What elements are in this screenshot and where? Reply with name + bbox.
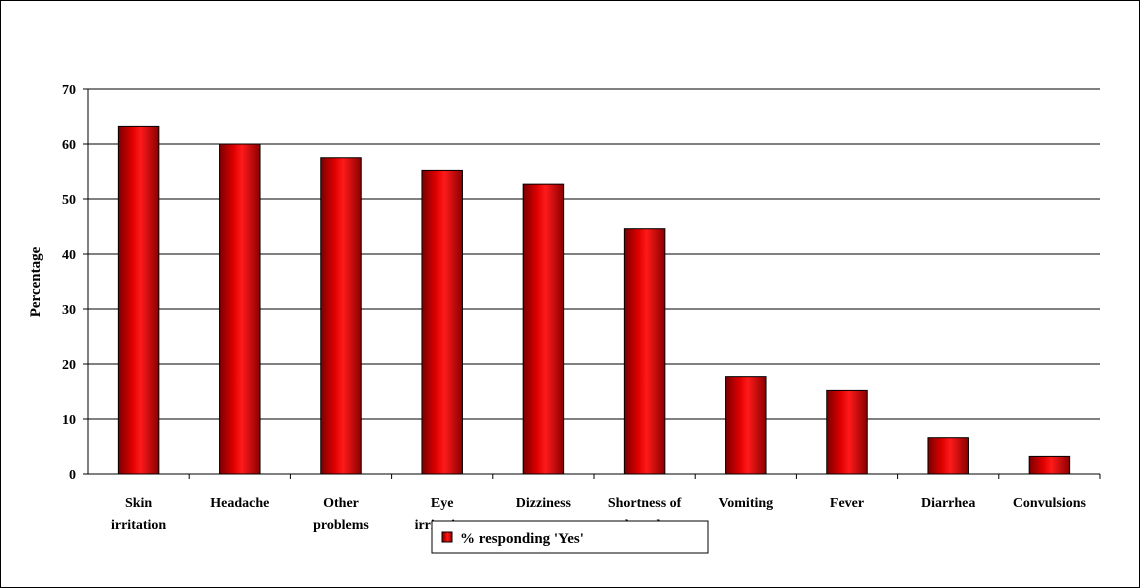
bars <box>117 125 1071 475</box>
x-tick-label: Fever <box>830 496 864 511</box>
bar <box>320 157 362 475</box>
x-tick-label: Skin irritation <box>111 496 166 533</box>
legend-label: % responding 'Yes' <box>460 531 584 547</box>
x-tick-label-line: Skin <box>125 496 152 511</box>
bar <box>927 437 969 475</box>
x-tick-label-line: Other <box>323 496 359 511</box>
x-tick-label: Convulsions <box>1013 496 1087 511</box>
bar <box>522 183 565 475</box>
y-tick-label: 30 <box>62 303 76 318</box>
x-tick-label-line: Diarrhea <box>921 496 975 511</box>
x-tick-label-line: Vomiting <box>718 496 773 511</box>
x-tick-label-line: Fever <box>830 496 864 511</box>
bar <box>1028 455 1071 475</box>
x-tick-label-line: Eye <box>431 496 454 511</box>
x-tick-label: Headache <box>210 496 269 511</box>
y-axis-title: Percentage <box>28 246 44 317</box>
x-tick-label-line: irritation <box>111 518 166 533</box>
x-tick-label-line: Convulsions <box>1013 496 1087 511</box>
y-tick-label: 40 <box>62 248 76 263</box>
bar <box>219 143 261 475</box>
bar <box>725 376 767 475</box>
x-tick-label-line: Shortness of <box>608 496 682 511</box>
x-tick-label: Vomiting <box>718 496 773 511</box>
x-tick-label: Dizziness <box>516 496 572 511</box>
legend-box <box>431 520 709 554</box>
legend-swatch <box>441 531 453 543</box>
x-tick-label: Diarrhea <box>921 496 975 511</box>
labels: 0 10 20 30 40 50 60 70 Skin irritation Headache Oth… <box>62 83 1087 533</box>
y-tick-label: 50 <box>62 193 76 208</box>
x-tick-label-line: problems <box>313 518 369 533</box>
y-tick-label: 60 <box>62 138 76 153</box>
x-tick-label-line: Headache <box>210 496 269 511</box>
bar <box>623 228 666 475</box>
legend: % responding 'Yes' <box>431 520 709 554</box>
y-tick-label: 70 <box>62 83 76 98</box>
x-tick-label: Other problems <box>313 496 369 533</box>
bar <box>826 389 868 475</box>
y-tick-label: 20 <box>62 358 76 373</box>
bar <box>421 169 463 475</box>
bar <box>117 125 160 475</box>
y-tick-label: 10 <box>62 413 76 428</box>
x-tick-label-line: Dizziness <box>516 496 572 511</box>
y-tick-label: 0 <box>69 468 76 483</box>
